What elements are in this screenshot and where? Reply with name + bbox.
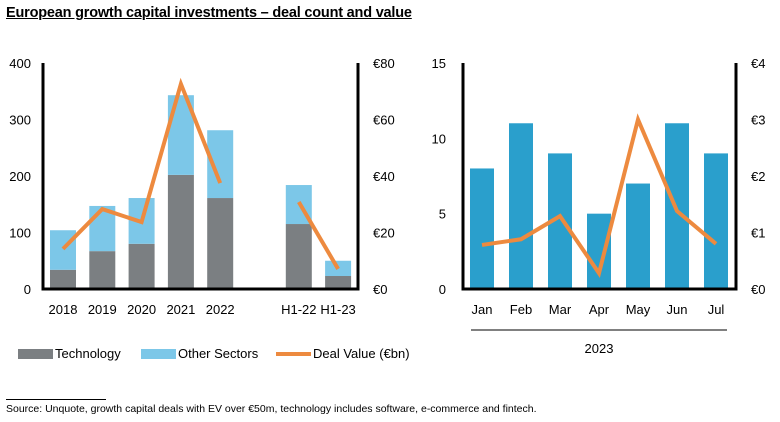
legend-label-other-sectors: Other Sectors — [178, 346, 259, 361]
deal-value-line — [297, 200, 340, 270]
x-tick-label: 2020 — [127, 302, 156, 317]
left-y-tick-label: 0 — [24, 282, 31, 297]
right-y-tick-label: €80 — [373, 56, 395, 71]
left-y-tick-label: 400 — [9, 56, 31, 71]
legend-swatch-other-sectors — [141, 348, 176, 359]
x-tick-label: H1-22 — [281, 302, 316, 317]
legend-item-other-sectors: Other Sectors — [141, 346, 258, 361]
bar-technology — [167, 174, 194, 289]
left-y-tick-label: 0 — [439, 282, 446, 297]
x-tick-label: Jun — [667, 302, 688, 317]
x-tick-label: Jul — [708, 302, 725, 317]
left-y-tick-label: 100 — [9, 226, 31, 241]
x-tick-label: H1-23 — [320, 302, 355, 317]
monthly-chart: Jan Feb Mar Apr May Jun Jul 0 5 10 15 €0 €1 €2 €3 €4 202… — [432, 56, 766, 356]
left-y-tick-label: 300 — [9, 113, 31, 128]
right-y-tick-label: €0 — [373, 282, 387, 297]
bar-deal-count — [587, 213, 611, 289]
x-tick-label: 2021 — [166, 302, 195, 317]
x-tick-label: May — [626, 302, 651, 317]
legend-label-technology: Technology — [55, 346, 121, 361]
chart-title: European growth capital investments – de… — [6, 5, 412, 21]
x-tick-label: 2022 — [206, 302, 235, 317]
legend-label-deal-value: Deal Value (€bn) — [313, 346, 410, 361]
footnote: Source: Unquote, growth capital deals wi… — [6, 403, 537, 415]
x-group-label: 2023 — [585, 341, 614, 356]
right-y-tick-label: €40 — [373, 169, 395, 184]
left-y-tick-label: 10 — [432, 131, 446, 146]
bar-technology — [50, 269, 76, 289]
left-y-tick-label: 200 — [9, 169, 31, 184]
left-y-tick-label: 5 — [439, 207, 446, 222]
bar-deal-count — [704, 153, 728, 289]
bar-technology — [89, 251, 116, 289]
legend-swatch-technology — [18, 348, 53, 359]
legend-item-deal-value: Deal Value (€bn) — [276, 346, 410, 361]
x-tick-label: 2018 — [49, 302, 78, 317]
bar-technology — [207, 198, 234, 289]
footnote-divider — [6, 399, 106, 400]
bar-deal-count — [626, 183, 650, 289]
legend-item-technology: Technology — [18, 346, 121, 361]
right-y-tick-label: €0 — [751, 282, 765, 297]
bar-technology — [285, 224, 312, 289]
annual-chart: 2018 2019 2020 2021 2022 H1-22 H1-23 0 100 200 300… — [9, 56, 394, 317]
right-y-tick-label: €1 — [751, 226, 765, 241]
bar-deal-count — [470, 168, 494, 289]
x-tick-label: Feb — [510, 302, 532, 317]
right-y-tick-label: €4 — [751, 56, 765, 71]
bar-deal-count — [509, 123, 533, 290]
x-tick-label: Jan — [472, 302, 493, 317]
left-y-tick-label: 15 — [432, 56, 446, 71]
bar-technology — [128, 243, 155, 289]
legend-swatch-deal-value — [276, 351, 311, 356]
right-y-tick-label: €20 — [373, 226, 395, 241]
bar-other-sectors — [50, 230, 76, 270]
x-tick-label: Apr — [589, 302, 610, 317]
right-y-tick-label: €3 — [751, 113, 765, 128]
x-tick-label: Mar — [549, 302, 572, 317]
right-y-tick-label: €60 — [373, 113, 395, 128]
bar-technology — [325, 276, 352, 289]
right-y-tick-label: €2 — [751, 169, 765, 184]
deal-value-line — [61, 77, 223, 251]
x-tick-label: 2019 — [88, 302, 117, 317]
